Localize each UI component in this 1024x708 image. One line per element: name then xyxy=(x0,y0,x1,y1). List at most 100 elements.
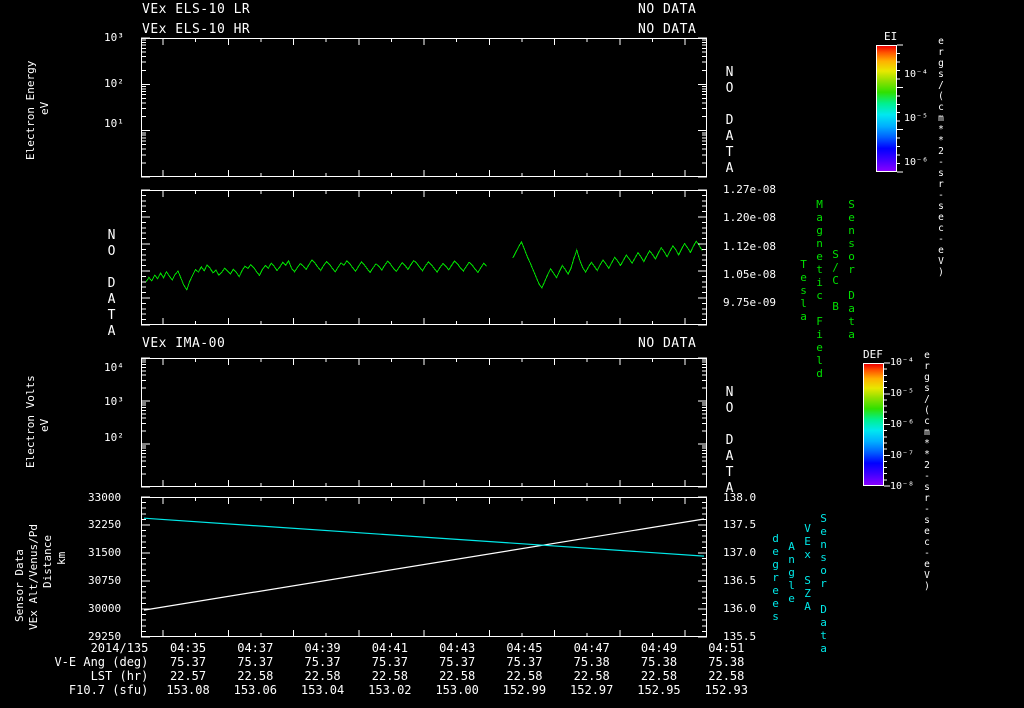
cell-r1-c6: 75.38 xyxy=(573,655,610,669)
cell-r0-c3: 04:41 xyxy=(371,641,408,655)
row-label: LST (hr) xyxy=(90,669,149,683)
panel4-ytick-left-0: 33000 xyxy=(88,491,122,504)
magnetic-field-trace-svg xyxy=(145,240,703,291)
panel2-ytick-1: 1.20e-08 xyxy=(723,211,776,224)
colorbar-def-tick-3: 10⁻⁷ xyxy=(890,450,915,461)
cell-r3-c8: 152.93 xyxy=(704,683,748,697)
cell-r2-c8: 22.58 xyxy=(708,669,745,683)
panel1-title-right2: NO DATA xyxy=(638,22,697,37)
panel2-ytick-4: 9.75e-09 xyxy=(723,296,776,309)
panel4-ylabel-right-1: VEx SZA xyxy=(801,522,814,613)
cell-r3-c1: 153.06 xyxy=(233,683,277,697)
panel1-title-left2: VEx ELS-10 HR xyxy=(142,22,251,37)
colorbar-ei-tick-2: 10⁻⁶ xyxy=(904,157,929,168)
panel4-ytick-right-5: 135.5 xyxy=(723,630,757,643)
cell-r1-c0: 75.37 xyxy=(169,655,207,669)
panel4-ytick-left-3: 30750 xyxy=(88,574,122,587)
magnetic-field-plot[interactable] xyxy=(141,190,707,325)
cell-r2-c4: 22.58 xyxy=(439,669,476,683)
table-row: LST (hr) 22.57 22.58 22.58 22.58 22.58 22.58 22… xyxy=(0,669,760,683)
panel2-ytick-2: 1.12e-08 xyxy=(723,240,776,253)
cell-r2-c0: 22.57 xyxy=(169,669,207,683)
table-row: F10.7 (sfu) 153.08 153.06 153.04 153.02 153.0… xyxy=(0,683,760,697)
panel4-ytick-right-4: 136.0 xyxy=(723,602,757,615)
panel3-title-left: VEx IMA-00 xyxy=(142,336,226,351)
table-row: V-E Ang (deg) 75.37 75.37 75.37 75.37 75.37 75… xyxy=(0,655,760,669)
cell-r2-c7: 22.58 xyxy=(640,669,678,683)
panel4-ytick-left-4: 30000 xyxy=(88,602,122,615)
row-label: 2014/135 xyxy=(90,641,149,655)
colorbar-ei-tick-0: 10⁻⁴ xyxy=(904,69,929,80)
panel2-right-label-3: Tesla xyxy=(797,258,810,323)
cell-r0-c7: 04:49 xyxy=(640,641,678,655)
cell-r1-c2: 75.37 xyxy=(304,655,341,669)
row-label: V-E Ang (deg) xyxy=(54,655,149,669)
electron-volts-plot[interactable] xyxy=(141,358,707,487)
cell-r2-c2: 22.58 xyxy=(304,669,341,683)
panel4-ylabel-right-2: Angle xyxy=(785,540,798,605)
panel1-ytick-1: 10² xyxy=(104,77,124,90)
cell-r0-c0: 04:35 xyxy=(169,641,207,655)
electron-energy-plot[interactable] xyxy=(141,38,707,177)
ephemeris-trace-svg xyxy=(143,517,705,611)
cell-r1-c8: 75.38 xyxy=(708,655,745,669)
row-label: F10.7 (sfu) xyxy=(68,683,149,697)
panel4-ytick-left-2: 31500 xyxy=(88,546,122,559)
cell-r3-c0: 153.08 xyxy=(166,683,210,697)
cell-r1-c3: 75.37 xyxy=(371,655,408,669)
panel4-ytick-left-1: 32250 xyxy=(88,518,122,531)
cell-r3-c3: 153.02 xyxy=(368,683,412,697)
panel4-ylabel-right-0: Sensor Data xyxy=(817,512,830,655)
panel3-nodata-right: NO DATA xyxy=(722,385,737,497)
cell-r1-c7: 75.38 xyxy=(640,655,678,669)
cell-r2-c6: 22.58 xyxy=(573,669,610,683)
panel2-right-label-1: S/C B xyxy=(829,248,842,313)
panel2-right-label-2: Magnetic Field xyxy=(813,198,826,380)
bottom-data-table: 2014/135 04:35 04:37 04:39 04:41 04:43 04:45 04… xyxy=(0,641,760,697)
cell-r0-c4: 04:43 xyxy=(439,641,476,655)
cell-r1-c1: 75.37 xyxy=(237,655,274,669)
panel1-ytick-2: 10¹ xyxy=(104,117,124,130)
colorbar-def-tick-2: 10⁻⁶ xyxy=(890,419,915,430)
panel1-nodata-right: NO DATA xyxy=(722,65,737,177)
cell-r1-c5: 75.37 xyxy=(506,655,543,669)
colorbar-def-tick-0: 10⁻⁴ xyxy=(890,357,915,368)
cell-r0-c2: 04:39 xyxy=(304,641,341,655)
table-row: 2014/135 04:35 04:37 04:39 04:41 04:43 04:45 04… xyxy=(0,641,760,655)
panel1-ytick-0: 10³ xyxy=(104,31,124,44)
cell-r2-c3: 22.58 xyxy=(371,669,408,683)
colorbar-ei[interactable] xyxy=(876,45,897,172)
colorbar-ei-tick-1: 10⁻⁵ xyxy=(904,113,929,124)
panel4-ytick-right-2: 137.0 xyxy=(723,546,757,559)
panel2-nodata-left: NO DATA xyxy=(104,228,119,340)
panel3-ytick-1: 10³ xyxy=(104,395,124,408)
colorbar-def-tick-1: 10⁻⁵ xyxy=(890,388,915,399)
panel4-ytick-right-0: 138.0 xyxy=(723,491,757,504)
cell-r3-c6: 152.97 xyxy=(570,683,614,697)
cell-r0-c8: 04:51 xyxy=(708,641,745,655)
colorbar-def-title: DEF xyxy=(863,348,883,361)
altitude-sza-plot[interactable] xyxy=(141,497,707,637)
panel3-ytick-2: 10² xyxy=(104,431,124,444)
cell-r0-c5: 04:45 xyxy=(506,641,543,655)
panel1-title-left: VEx ELS-10 LR xyxy=(142,2,251,17)
colorbar-def[interactable] xyxy=(863,363,884,486)
cell-r3-c7: 152.95 xyxy=(637,683,681,697)
cell-r0-c6: 04:47 xyxy=(573,641,610,655)
cell-r3-c4: 153.00 xyxy=(435,683,479,697)
panel4-ytick-right-1: 137.5 xyxy=(723,518,757,531)
panel2-ytick-3: 1.05e-08 xyxy=(723,268,776,281)
colorbar-def-tick-4: 10⁻⁸ xyxy=(890,481,915,492)
panel2-right-label-0: Sensor Data xyxy=(845,198,858,341)
panel4-ytick-right-3: 136.5 xyxy=(723,574,757,587)
panel2-ytick-0: 1.27e-08 xyxy=(723,183,776,196)
cell-r0-c1: 04:37 xyxy=(237,641,274,655)
panel4-ylabel-right-3: degrees xyxy=(769,532,782,623)
panel4-ytick-left-5: 29250 xyxy=(88,630,122,643)
panel1-title-right: NO DATA xyxy=(638,2,697,17)
cell-r3-c5: 152.99 xyxy=(502,683,547,697)
colorbar-ei-unit: ergs/(cm**2-sr-sec-eV) xyxy=(935,36,947,278)
colorbar-ei-title: EI xyxy=(884,30,898,43)
colorbar-def-unit: ergs/(cm**2-sr-sec-eV) xyxy=(921,350,933,592)
